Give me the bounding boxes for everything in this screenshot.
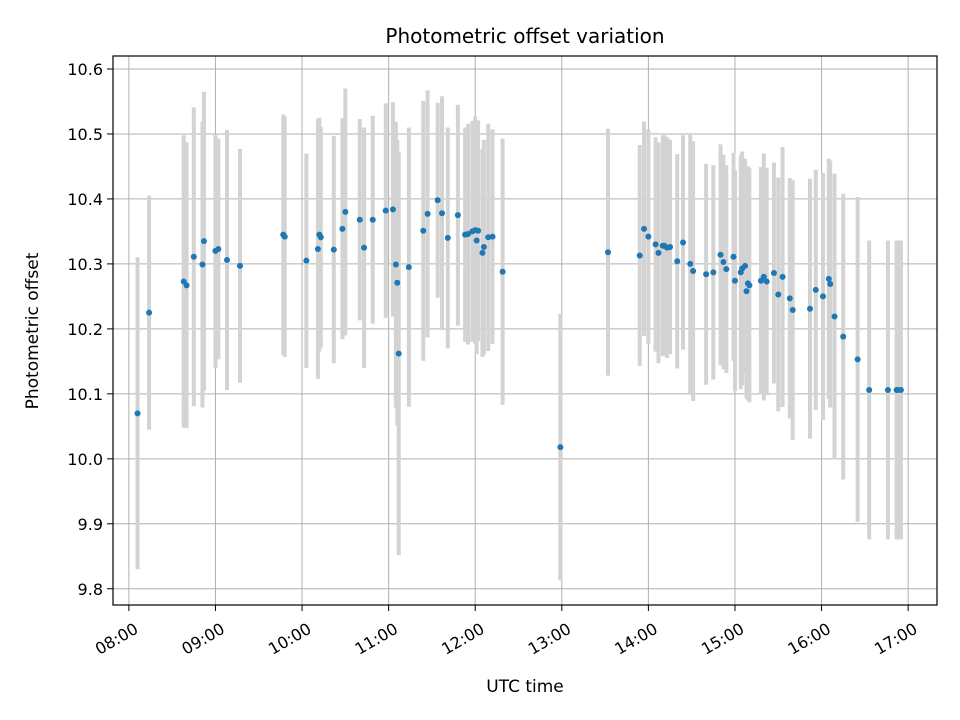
grid-lines [113,56,937,605]
data-point [807,305,814,312]
data-point [420,227,427,234]
data-point [825,275,832,282]
x-axis-label: UTC time [486,677,564,697]
data-point [779,273,786,280]
data-point [770,270,777,277]
data-point [645,233,652,240]
y-tick-label: 10.2 [67,320,103,339]
data-point [395,350,402,357]
data-point [652,241,659,248]
data-point [479,249,486,256]
data-point [840,333,847,340]
data-point [480,244,487,251]
data-point [200,238,207,245]
y-tick-label: 10.3 [67,255,103,274]
y-tick-label: 9.8 [78,580,103,599]
y-tick-label: 10.6 [67,60,103,79]
data-point [389,206,396,213]
data-point [687,260,694,267]
data-point [303,257,310,264]
data-point [557,444,564,451]
data-point [424,210,431,217]
plot-frame [112,55,938,606]
data-points [134,197,904,451]
data-point [489,233,496,240]
data-point [812,286,819,293]
data-point [786,295,793,302]
data-point [819,293,826,300]
data-point [680,239,687,246]
data-point [499,268,506,275]
data-point [720,258,727,265]
data-point [674,258,681,265]
y-tick-label: 10.0 [67,450,103,469]
data-point [667,244,674,251]
data-point [215,245,222,252]
data-point [730,253,737,260]
data-point [317,234,324,241]
data-point [655,249,662,256]
data-point [444,234,451,241]
data-point [731,277,738,284]
chart-title: Photometric offset variation [385,24,664,48]
data-point [641,225,648,232]
y-axis-label: Photometric offset [23,252,43,409]
data-point [382,207,389,214]
data-point [405,264,412,271]
data-point [636,252,643,259]
data-point [281,233,288,240]
data-point [897,386,904,393]
data-point [831,313,838,320]
data-point [884,386,891,393]
data-point [236,262,243,269]
data-point [394,279,401,286]
data-point [434,197,441,204]
data-point [866,386,873,393]
data-point [464,231,471,238]
data-point [475,227,482,234]
data-point [330,246,337,253]
y-tick-label: 10.1 [67,385,103,404]
data-point [604,249,611,256]
data-point [392,261,399,268]
data-point [742,262,749,269]
data-point [369,216,376,223]
data-point [717,251,724,258]
y-tick-label: 9.9 [78,515,103,534]
data-point [454,212,461,219]
data-point [314,245,321,252]
data-point [356,216,363,223]
data-point [146,309,153,316]
data-point [710,269,717,276]
data-point [789,307,796,314]
data-point [439,210,446,217]
data-point [743,288,750,295]
y-tick-label: 10.5 [67,125,103,144]
data-point [775,291,782,298]
data-point [827,281,834,288]
data-point [339,225,346,232]
data-point [854,356,861,363]
data-point [473,237,480,244]
y-axis-ticks: 9.8 9.9 10.0 10.1 10.2 10.3 10.4 10.5 10.6 [67,60,113,599]
data-point [190,253,197,260]
data-point [690,268,697,275]
data-point [763,278,770,285]
data-point [703,271,710,278]
data-point [199,261,206,268]
y-tick-label: 10.4 [67,190,103,209]
data-point [134,410,141,417]
data-point [760,273,767,280]
data-point [361,244,368,251]
data-point [723,266,730,273]
data-point [224,257,231,264]
data-point [746,282,753,289]
data-point [342,208,349,215]
data-point [183,282,190,289]
